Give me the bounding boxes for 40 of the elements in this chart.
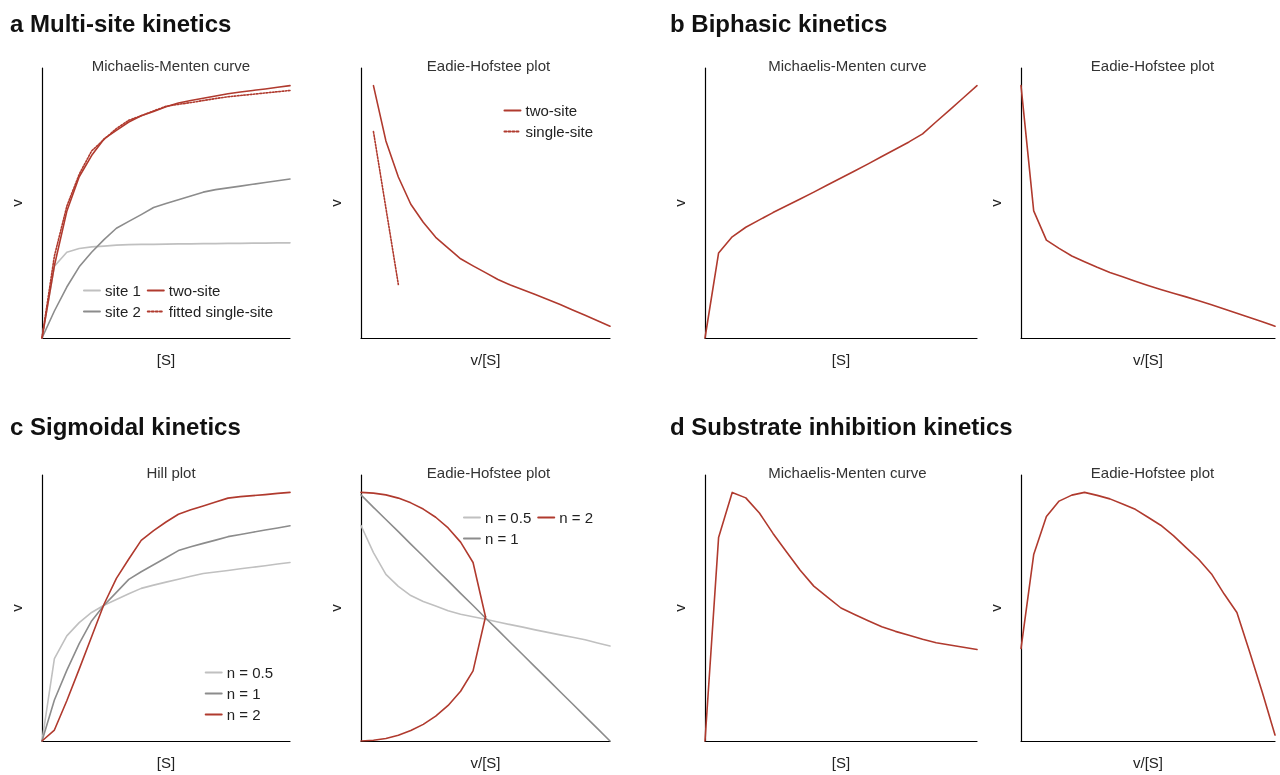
chart-title: d Substrate inhibition kinetics xyxy=(670,413,1013,441)
x-axis-title: v/[S] xyxy=(470,351,501,368)
y-axis-title: v xyxy=(987,603,1004,612)
legend-label: n = 2 xyxy=(559,509,593,526)
legend-label: site 1 xyxy=(104,282,141,299)
y-axis-title: v xyxy=(671,603,688,612)
chart-subtitle: Michaelis-Menten curve xyxy=(768,464,927,481)
y-axis-title: v xyxy=(671,198,688,207)
y-axis-title: v xyxy=(8,198,25,207)
chart-title: a Multi-site kinetics xyxy=(10,10,232,38)
legend-label: n = 1 xyxy=(484,530,519,547)
x-axis-title: v/[S] xyxy=(1132,754,1164,771)
x-axis-title: [S] xyxy=(831,754,851,771)
y-axis-title: v xyxy=(327,603,344,612)
chart-title: c Sigmoidal kinetics xyxy=(10,413,241,441)
legend-label: site 2 xyxy=(104,303,141,320)
x-axis-title: [S] xyxy=(156,351,176,368)
legend-label: n = 1 xyxy=(226,685,261,702)
x-axis-title: [S] xyxy=(156,754,176,771)
y-axis-title: v xyxy=(327,198,344,207)
chart-subtitle: Hill plot xyxy=(146,464,197,481)
legend-label: fitted single-site xyxy=(168,303,273,320)
chart-subtitle: Eadie-Hofstee plot xyxy=(426,57,552,74)
legend-label: n = 0.5 xyxy=(226,664,274,681)
x-axis-title: v/[S] xyxy=(470,754,501,771)
legend-label: n = 0.5 xyxy=(484,509,532,526)
chart-subtitle: Eadie-Hofstee plot xyxy=(1090,57,1216,74)
chart-title: b Biphasic kinetics xyxy=(670,10,888,38)
legend-label: n = 2 xyxy=(226,706,261,723)
legend-label: single-site xyxy=(525,123,593,140)
x-axis-title: v/[S] xyxy=(1132,351,1164,368)
legend-label: two-site xyxy=(525,102,578,119)
x-axis-title: [S] xyxy=(831,351,851,368)
chart-subtitle: Michaelis-Menten curve xyxy=(768,57,927,74)
chart-subtitle: Michaelis-Menten curve xyxy=(91,57,251,74)
y-axis-title: v xyxy=(8,603,25,612)
legend-label: two-site xyxy=(168,282,221,299)
chart-subtitle: Eadie-Hofstee plot xyxy=(426,464,552,481)
chart-subtitle: Eadie-Hofstee plot xyxy=(1090,464,1216,481)
y-axis-title: v xyxy=(987,198,1004,207)
